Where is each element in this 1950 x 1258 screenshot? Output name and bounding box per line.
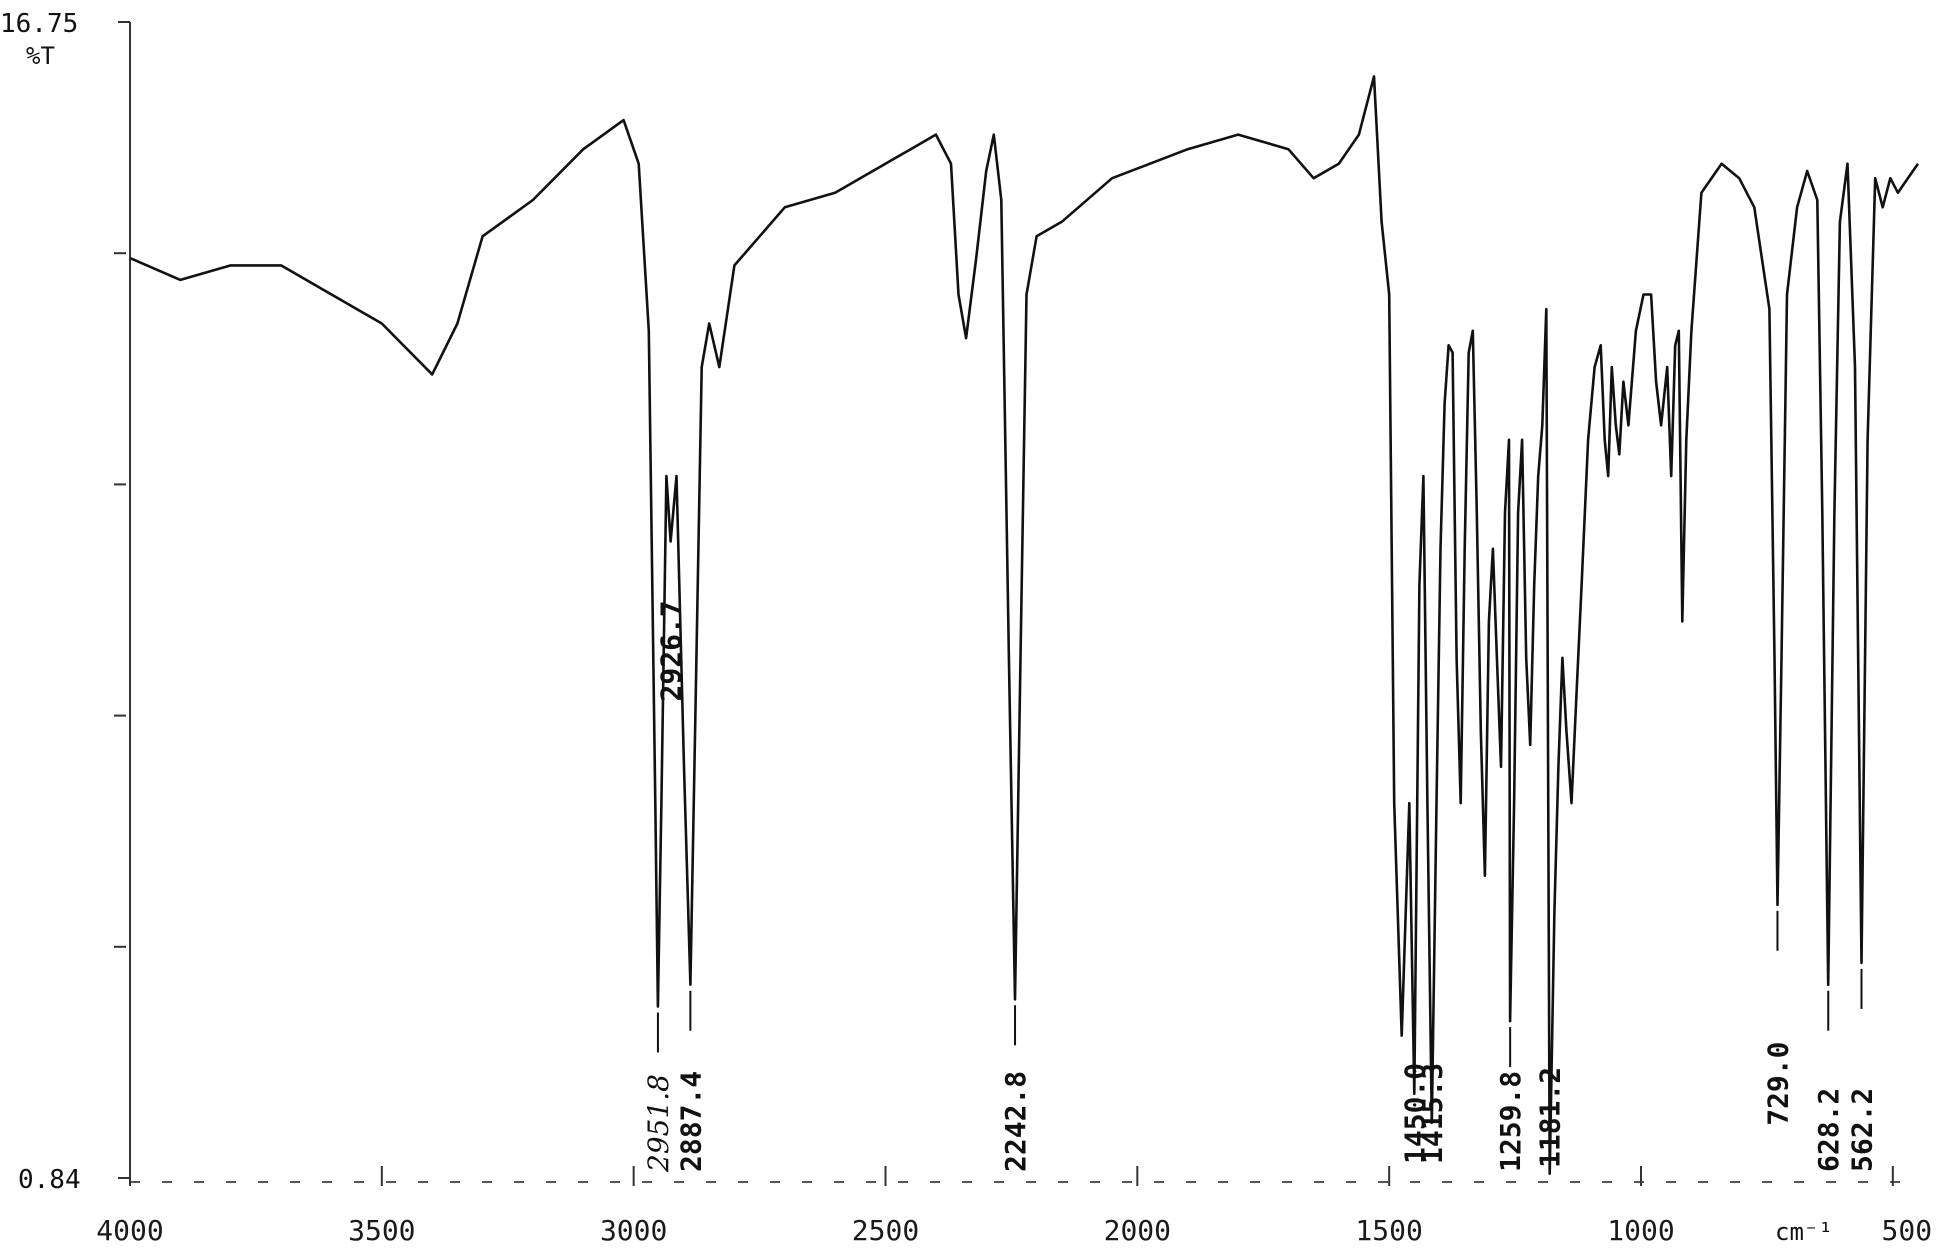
peak-label-2242-8: 2242.8 — [999, 1071, 1032, 1172]
peak-label-2887-4: 2887.4 — [674, 1071, 707, 1172]
x-axis-label-1500: 1500 — [1355, 1214, 1422, 1247]
y-axis-min-label: 0.84 — [18, 1165, 81, 1195]
peak-label-628-2: 628.2 — [1812, 1088, 1845, 1172]
peak-label-729-0: 729.0 — [1762, 1042, 1795, 1126]
x-axis-label-3000: 3000 — [600, 1214, 667, 1247]
x-axis-unit-label: cm⁻¹ — [1775, 1218, 1833, 1246]
peak-label-562-2: 562.2 — [1846, 1088, 1879, 1172]
x-axis-label-2500: 2500 — [852, 1214, 919, 1247]
spectrum-trace — [129, 75, 1920, 1175]
x-axis-label-3500: 3500 — [348, 1214, 415, 1247]
y-axis-max-label: 16.75 — [0, 9, 78, 39]
peak-label-1415-3: 1415.3 — [1416, 1063, 1449, 1164]
x-axis-label-4000: 4000 — [96, 1214, 163, 1247]
axis-labels: 16.75 0.84 %T 4000 3500 3000 2500 2000 1500 1000 5… — [0, 9, 1932, 1247]
y-axis-unit-label: %T — [26, 42, 55, 70]
peak-label-1181-2: 1181.2 — [1534, 1067, 1567, 1168]
spectrum-trace-layer — [129, 75, 1920, 1175]
peak-label-1450-0: 1450.0 — [1398, 1063, 1431, 1164]
x-axis-label-2000: 2000 — [1104, 1214, 1171, 1247]
peak-label-2951-8: 2951.8 — [642, 1074, 675, 1173]
peak-label-2926-7: 2926.7 — [655, 600, 688, 701]
x-axis-label-500: 500 — [1882, 1214, 1933, 1247]
x-axis-label-1000: 1000 — [1607, 1214, 1674, 1247]
axes — [114, 21, 1918, 1186]
peak-label-1259-8: 1259.8 — [1494, 1071, 1527, 1172]
